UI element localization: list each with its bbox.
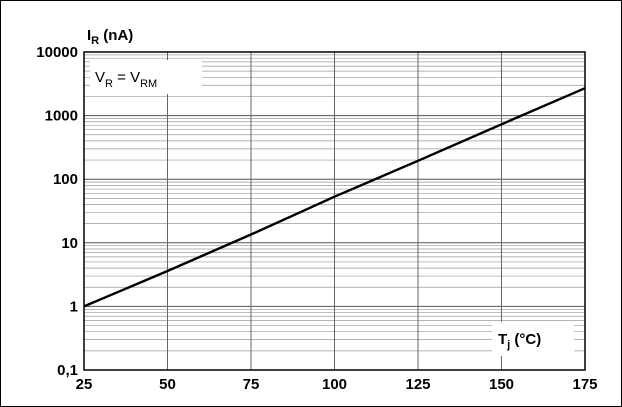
series-line <box>83 87 586 308</box>
y-tick-label: 100 <box>53 171 78 188</box>
y-tick-label: 10000 <box>36 44 78 61</box>
condition-annotation: VR = VRM <box>90 60 202 94</box>
tick-labels: 0,1 1 10 100 1000 10000 25 50 75 100 125 150 175 <box>36 44 597 393</box>
x-tick-label: 125 <box>405 376 430 393</box>
x-axis-title: Tj (°C) <box>498 331 541 351</box>
y-tick-label: 10 <box>61 235 78 252</box>
x-tick-label: 100 <box>322 376 347 393</box>
x-axis-title-box: Tj (°C) <box>492 322 574 356</box>
y-tick-label: 1 <box>70 298 78 315</box>
svg-text:VR = VRM: VR = VRM <box>95 69 157 90</box>
x-tick-label: 75 <box>243 376 260 393</box>
x-tick-label: 175 <box>572 376 597 393</box>
x-tick-label: 150 <box>489 376 514 393</box>
y-tick-label: 1000 <box>45 108 78 125</box>
plot-area-border <box>83 51 586 371</box>
x-tick-label: 50 <box>159 376 176 393</box>
y-tick-label: 0,1 <box>57 362 78 379</box>
y-axis-title: IR (nA) <box>87 27 133 47</box>
x-tick-label: 25 <box>76 376 93 393</box>
series-layer <box>83 87 586 308</box>
